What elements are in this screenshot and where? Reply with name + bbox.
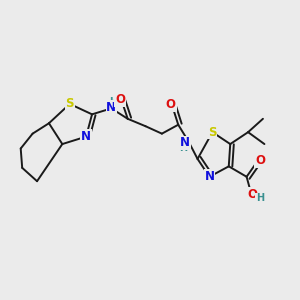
Text: S: S — [208, 126, 217, 139]
Text: H: H — [109, 97, 117, 107]
Text: H: H — [178, 143, 187, 153]
Text: O: O — [248, 188, 257, 201]
Text: N: N — [81, 130, 91, 143]
Text: O: O — [166, 98, 176, 111]
Text: N: N — [204, 170, 214, 183]
Text: O: O — [255, 154, 265, 167]
Text: O: O — [115, 93, 125, 106]
Text: H: H — [256, 194, 264, 203]
Text: N: N — [180, 136, 190, 149]
Text: N: N — [106, 101, 116, 114]
Text: S: S — [65, 98, 74, 110]
